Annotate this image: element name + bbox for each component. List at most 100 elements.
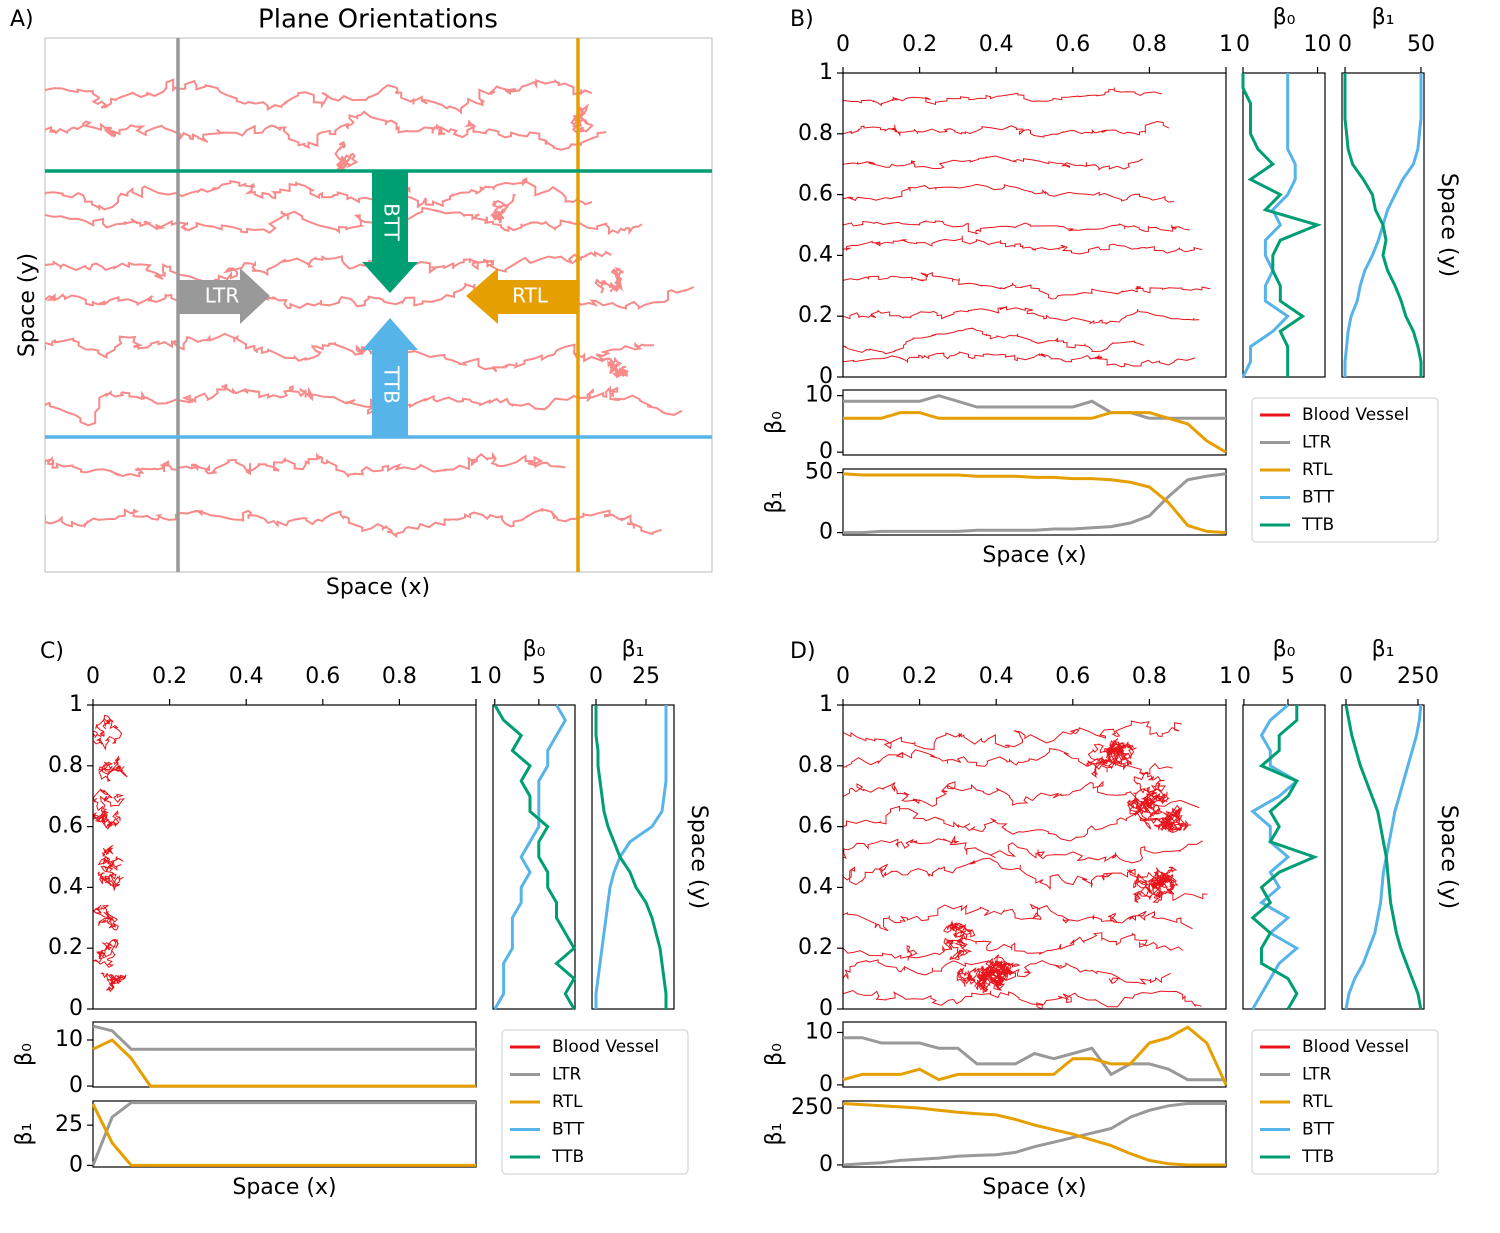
- legend-label: BTT: [1302, 1120, 1335, 1140]
- y-tick-label: 10: [805, 1019, 833, 1044]
- y-tick-label: 0.6: [798, 182, 833, 207]
- plot-frame: [1242, 704, 1326, 1010]
- vessel: [45, 507, 662, 539]
- y-tick-label: 0.8: [798, 121, 833, 146]
- legend-label: TTB: [551, 1147, 584, 1167]
- y-tick-label: 0.4: [798, 242, 833, 267]
- legend-label: TTB: [1301, 1147, 1334, 1167]
- x-tick-label: 0.8: [1132, 32, 1167, 57]
- x-tick-label: 0: [836, 664, 850, 689]
- line-series: [842, 1025, 1228, 1086]
- legend-label: LTR: [1302, 433, 1332, 453]
- plot-frame: [92, 704, 477, 1010]
- line-series: [843, 411, 1227, 454]
- y-tick-label: 1: [69, 692, 83, 717]
- line-series: [1241, 73, 1297, 378]
- y-axis-label: Space (y): [15, 253, 40, 357]
- x-axis-label: Space (x): [982, 1175, 1086, 1200]
- plot-frame: [842, 468, 1227, 536]
- vessel: [334, 140, 359, 171]
- legend-box: [1251, 1029, 1439, 1175]
- plot-frame: [492, 704, 576, 1010]
- plot-frame: [44, 37, 713, 573]
- y-axis-label: β₀: [12, 1043, 37, 1066]
- y-tick-label: 0: [819, 439, 833, 464]
- y-tick-label: 0: [69, 1152, 83, 1177]
- y-axis-label: Space (y): [686, 805, 711, 909]
- vessel: [843, 748, 1173, 776]
- y-tick-label: 10: [805, 383, 833, 408]
- y-tick-label: 0.4: [798, 874, 833, 899]
- btt-arrow: [362, 171, 418, 293]
- subplot-title: β₀: [1273, 637, 1296, 662]
- vessel: [843, 780, 1200, 811]
- vessel: [45, 78, 593, 115]
- vessel: [45, 451, 566, 478]
- vessel: [843, 183, 1174, 203]
- subplot-title: β₀: [523, 637, 546, 662]
- y-tick-label: 1: [819, 60, 833, 85]
- y-tick-label: 0.6: [798, 814, 833, 839]
- plot-frame: [842, 389, 1227, 456]
- legend-label: TTB: [1301, 515, 1334, 535]
- vessel: [843, 327, 1145, 355]
- x-axis-label: Space (x): [232, 1175, 336, 1200]
- line-series: [1250, 705, 1319, 1010]
- line-series: [493, 704, 577, 1010]
- y-tick-label: 0: [819, 1072, 833, 1097]
- legend-label: LTR: [1302, 1065, 1332, 1085]
- vessel-layer: [93, 714, 128, 993]
- vessel: [843, 989, 1202, 1009]
- line-series: [92, 1038, 476, 1088]
- plot-frame: [842, 72, 1227, 378]
- vessel: [98, 755, 128, 782]
- y-tick-label: 0.6: [48, 814, 83, 839]
- vessel: [843, 220, 1190, 235]
- x-tick-label: 0: [1339, 664, 1353, 689]
- x-tick-label: 0.6: [305, 664, 340, 689]
- plot-frame: [92, 1021, 477, 1088]
- legend-label: Blood Vessel: [552, 1037, 659, 1057]
- vessel: [843, 903, 1193, 932]
- plot-frame: [842, 1021, 1227, 1088]
- x-tick-label: 0: [589, 664, 603, 689]
- vessel: [45, 110, 607, 151]
- vessel-layer: [843, 87, 1211, 368]
- line-series: [842, 1102, 1226, 1167]
- line-series: [843, 1036, 1226, 1082]
- vessel: [93, 714, 123, 751]
- vessel: [97, 844, 124, 873]
- y-tick-label: 0.2: [798, 303, 833, 328]
- x-tick-label: 0.8: [382, 664, 417, 689]
- x-tick-label: 0: [488, 664, 502, 689]
- panel-a: A) Plane Orientations LTR RTL BTT TTB Sp…: [10, 5, 713, 600]
- arrow-label: LTR: [205, 284, 240, 308]
- x-tick-label: 0: [1338, 32, 1352, 57]
- legend-label: RTL: [1302, 460, 1333, 480]
- vessel: [607, 357, 629, 379]
- subplot-title: β₁: [1372, 637, 1395, 662]
- plot-frame: [1242, 72, 1326, 378]
- vessel: [489, 193, 516, 224]
- y-tick-label: 0: [819, 1152, 833, 1177]
- line-series: [842, 472, 1227, 535]
- vessel: [843, 959, 1171, 985]
- vessel: [843, 351, 1196, 368]
- vessel: [843, 87, 1162, 107]
- y-tick-label: 50: [805, 460, 833, 485]
- x-tick-label: 250: [1397, 664, 1439, 689]
- vessel: [843, 857, 1208, 902]
- line-series: [843, 472, 1227, 535]
- panel-label: C): [40, 639, 64, 664]
- subplot-title: β₀: [1273, 5, 1296, 30]
- y-tick-label: 250: [791, 1095, 833, 1120]
- y-axis-label: β₀: [762, 1043, 787, 1066]
- vessel: [93, 788, 126, 821]
- plot-frame: [1341, 72, 1425, 378]
- x-tick-label: 0: [1237, 664, 1251, 689]
- y-axis-label: β₀: [762, 411, 787, 434]
- legend-label: BTT: [552, 1120, 585, 1140]
- line-series: [594, 705, 668, 1009]
